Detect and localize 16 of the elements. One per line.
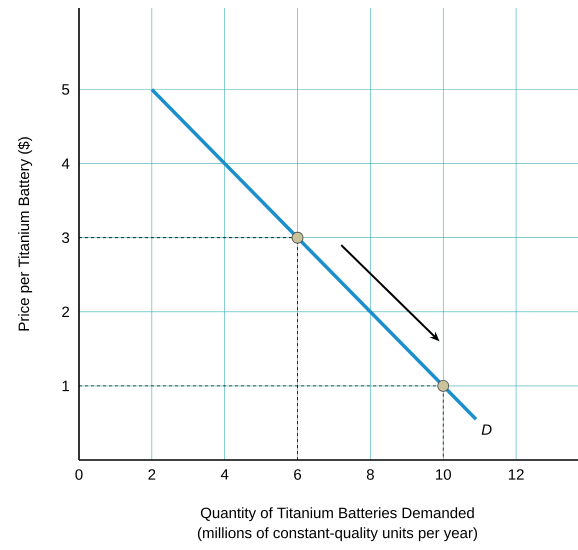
x-tick-label: 4 xyxy=(220,469,228,480)
y-tick-label: 2 xyxy=(62,306,70,318)
x-tick-label: 8 xyxy=(366,469,374,480)
x-tick-label: 0 xyxy=(75,469,83,480)
x-tick-label: 12 xyxy=(508,469,524,480)
x-tick-label: 6 xyxy=(294,469,302,480)
x-axis-title: Quantity of Titanium Batteries Demanded xyxy=(200,507,474,522)
x-tick-label: 10 xyxy=(436,469,451,480)
y-tick-label: 1 xyxy=(62,380,70,392)
x-tick-label: 2 xyxy=(148,469,156,480)
y-axis-title: Price per Titanium Battery ($) xyxy=(18,137,32,330)
series-label: D xyxy=(482,424,492,435)
text: (millions of constant-quality units per year) xyxy=(198,527,477,542)
y-tick-label: 5 xyxy=(62,84,70,95)
y-tick-label: 4 xyxy=(62,158,70,169)
y-tick-label: 3 xyxy=(62,232,70,244)
